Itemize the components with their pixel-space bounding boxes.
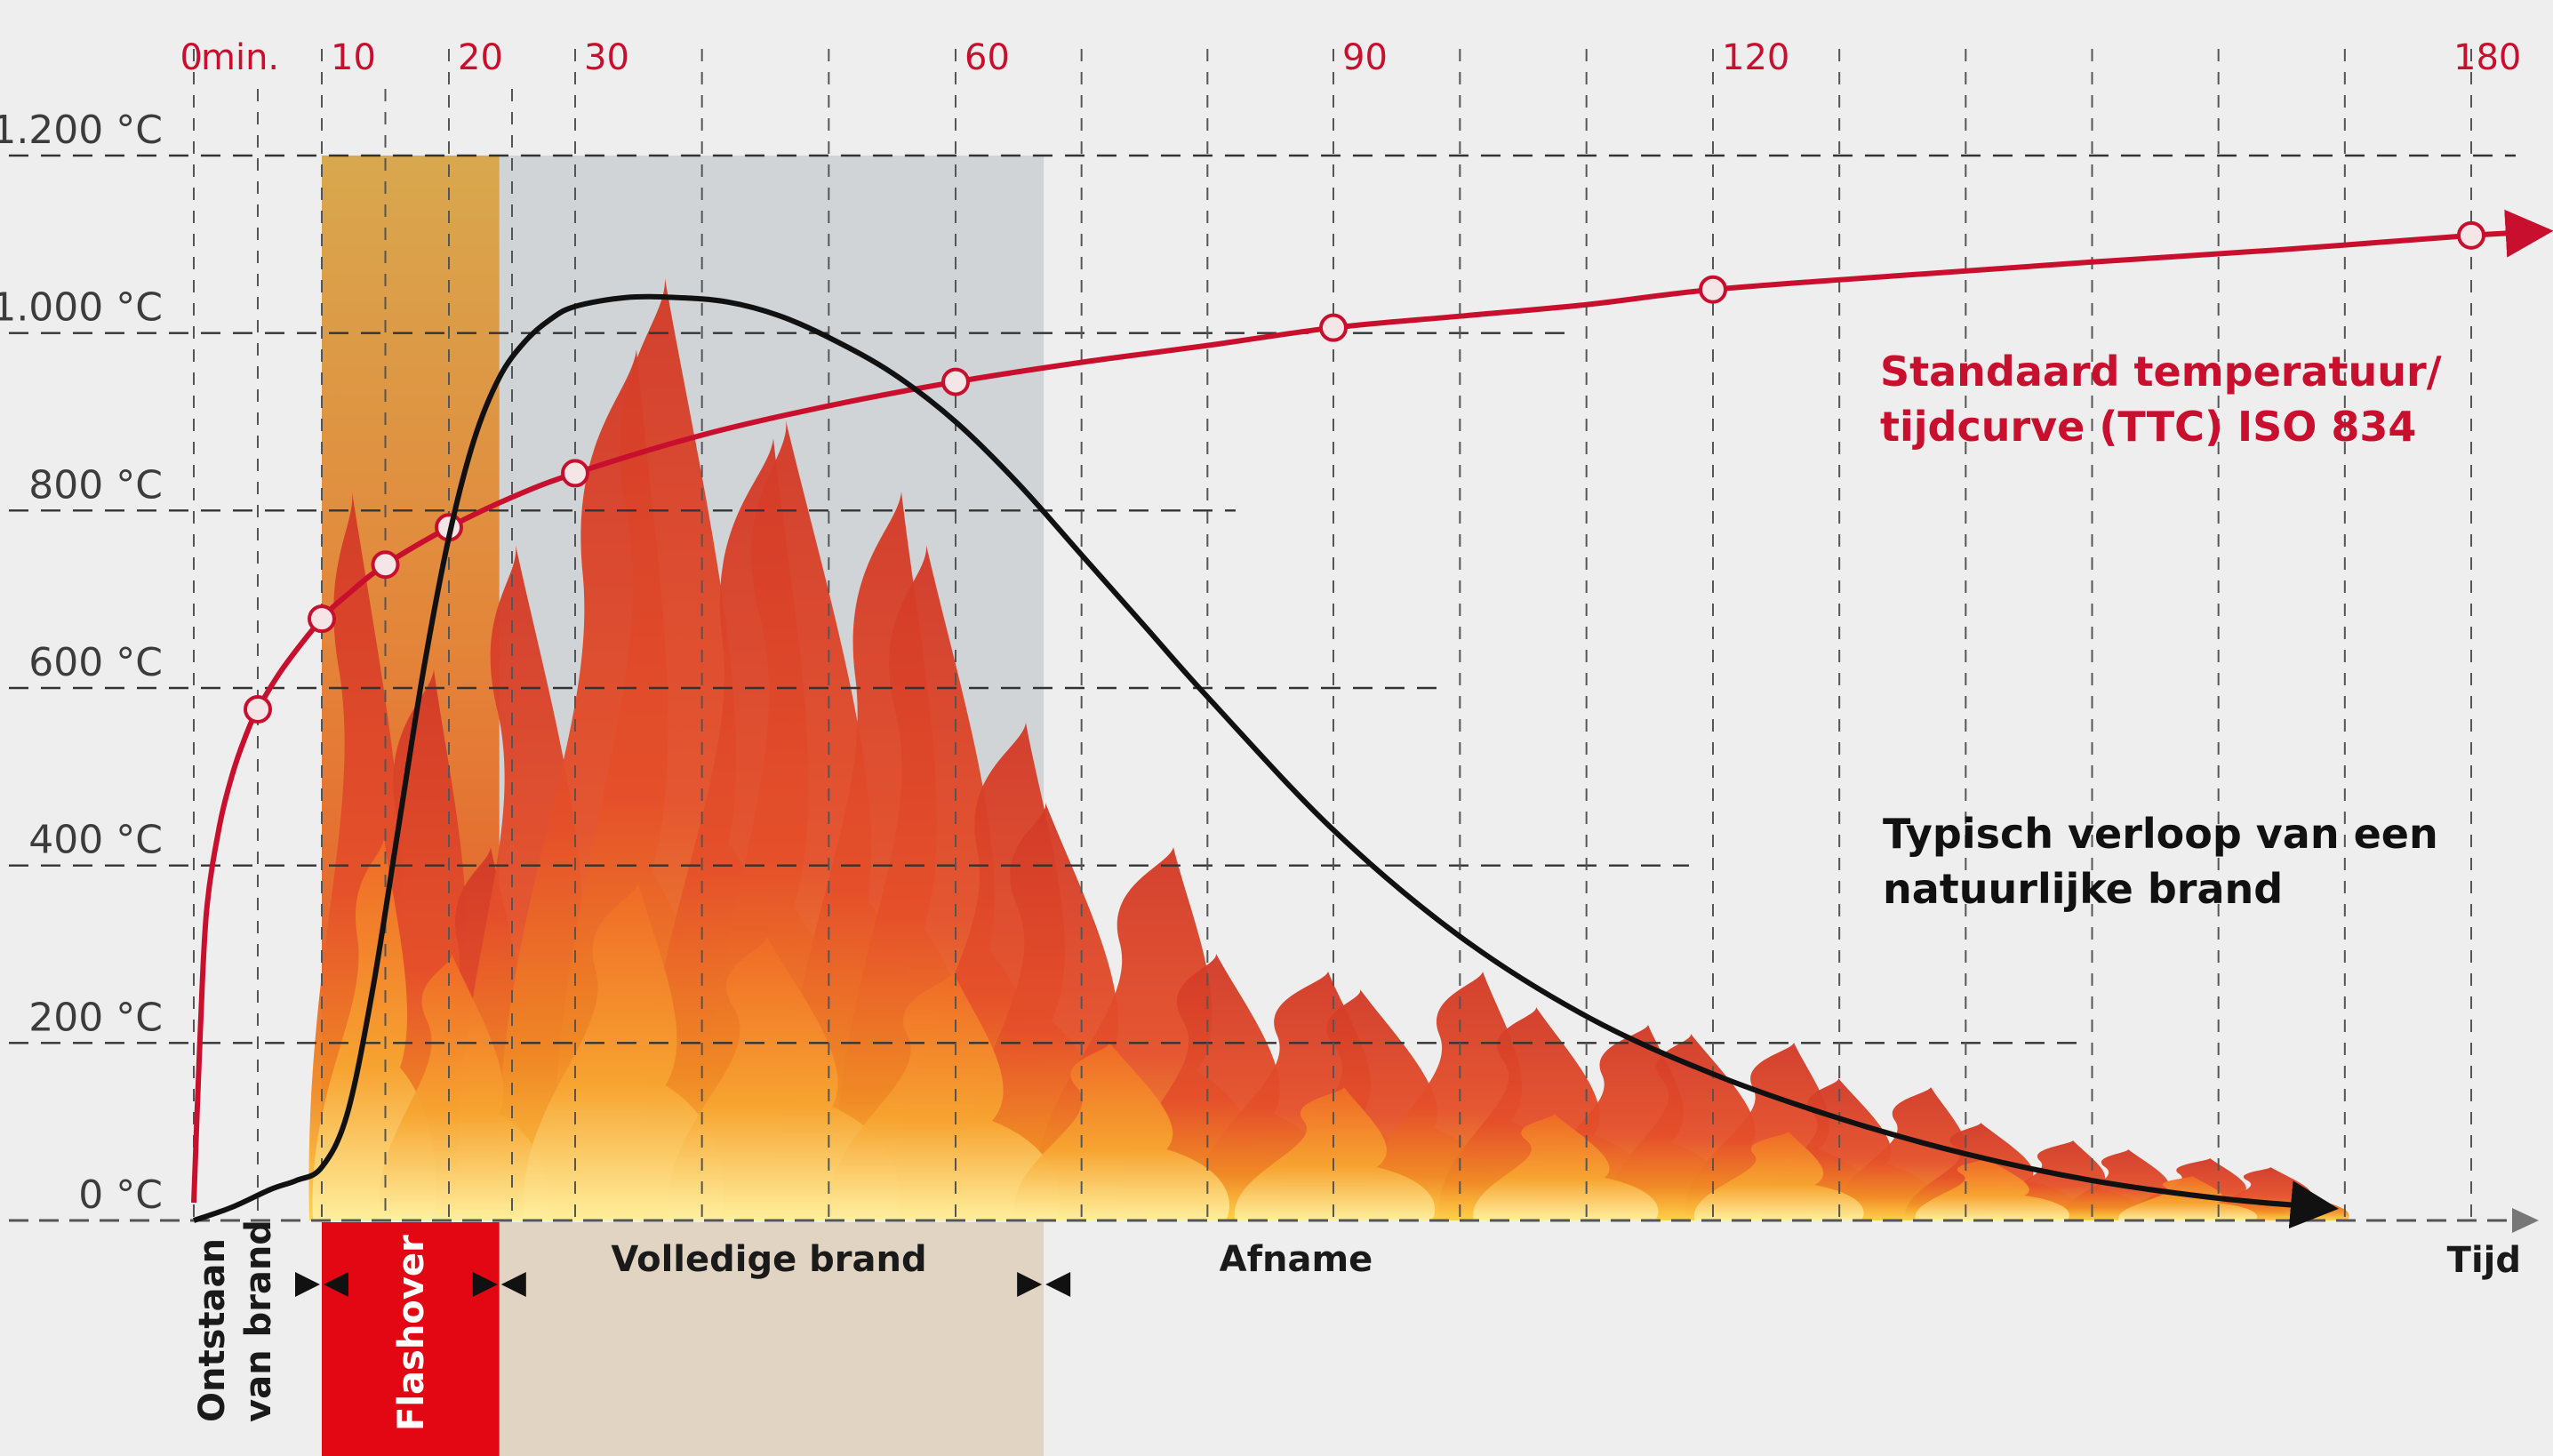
- y-tick-label: 600 °C: [28, 640, 163, 685]
- flame-core-8: [1693, 1132, 1864, 1220]
- y-tick-label: 1.200 °C: [0, 108, 163, 153]
- ttc-legend-label: tijdcurve (TTC) ISO 834: [1880, 403, 2416, 451]
- phase-label-flashover: Flashover: [391, 1235, 432, 1431]
- ttc-data-point: [2457, 220, 2485, 250]
- ttc-data-point: [1699, 275, 1727, 304]
- x-unit-label: min.: [201, 37, 279, 78]
- x-tick-label: 10: [331, 37, 376, 78]
- phase-separator: [1017, 1272, 1071, 1297]
- phase-labels: Ontstaan van brand Flashover Volledige bran…: [192, 1220, 1373, 1431]
- ttc-legend-label: Standaard temperatuur/: [1880, 348, 2442, 396]
- phase-label-onset: van brand: [238, 1220, 279, 1422]
- natural-fire-legend-label: natuurlijke brand: [1883, 865, 2283, 913]
- natural-fire-line: [193, 293, 2339, 1229]
- flame-core-5: [1013, 1043, 1230, 1220]
- x-axis: Tijd: [9, 1208, 2539, 1281]
- ttc-data-point: [1319, 313, 1348, 342]
- flame-core-7: [1473, 1114, 1659, 1220]
- series-layer: [191, 209, 2553, 1229]
- x-axis-arrow: [2512, 1208, 2539, 1233]
- phase-label-decline: Afname: [1220, 1239, 1373, 1280]
- phase-strip-0: [194, 1222, 322, 1456]
- phase-strip-3: [1044, 1222, 2471, 1456]
- grid-lines: [9, 49, 2516, 1220]
- flame-core-4: [828, 972, 1060, 1220]
- phase-label-onset: Ontstaan: [192, 1238, 233, 1422]
- x-tick-label: 90: [1342, 37, 1388, 78]
- natural-fire-legend-label: Typisch verloop van een: [1883, 810, 2438, 858]
- ttc-iso834-line: [191, 209, 2553, 1204]
- y-tick-label: 400 °C: [28, 818, 163, 863]
- x-tick-label: 20: [458, 37, 503, 78]
- phase-label-full-fire: Volledige brand: [611, 1239, 926, 1280]
- ttc-data-point: [244, 694, 272, 724]
- flame-core-10: [2117, 1176, 2258, 1220]
- flame-core-3: [668, 936, 900, 1220]
- x-tick-label: 180: [2453, 37, 2521, 78]
- phase-strip-1: [322, 1222, 500, 1456]
- legend-layer: Standaard temperatuur/tijdcurve (TTC) IS…: [1880, 348, 2442, 913]
- y-tick-label: 800 °C: [28, 462, 163, 508]
- flame-core-9: [1915, 1158, 2069, 1220]
- fire-illustration: [308, 278, 2349, 1220]
- flame-core-6: [1234, 1087, 1436, 1220]
- y-tick-label: 0 °C: [78, 1172, 163, 1218]
- x-tick-label: 0: [180, 37, 203, 78]
- x-tick-label: 60: [964, 37, 1010, 78]
- phase-strip-2: [499, 1222, 1044, 1456]
- ttc-data-point: [308, 604, 336, 634]
- y-axis-labels: 0 °C 200 °C 400 °C 600 °C 800 °C 1.000 °C 1.20…: [0, 108, 163, 1218]
- x-axis-label: Tijd: [2447, 1240, 2521, 1281]
- x-tick-label: 120: [1722, 37, 1789, 78]
- phase-separator: [295, 1272, 348, 1297]
- ttc-data-point: [371, 550, 400, 580]
- y-tick-label: 1.000 °C: [0, 285, 163, 331]
- x-tick-label: 30: [584, 37, 629, 78]
- phase-separator: [472, 1272, 526, 1297]
- flame-core-1: [378, 954, 548, 1220]
- ttc-data-point: [561, 459, 589, 488]
- flame-core-2: [523, 883, 724, 1220]
- x-axis-ticks: 0 10 20 30 60 90 120 180 min.: [180, 37, 2522, 78]
- y-tick-label: 200 °C: [28, 995, 163, 1040]
- ttc-data-point: [941, 367, 970, 396]
